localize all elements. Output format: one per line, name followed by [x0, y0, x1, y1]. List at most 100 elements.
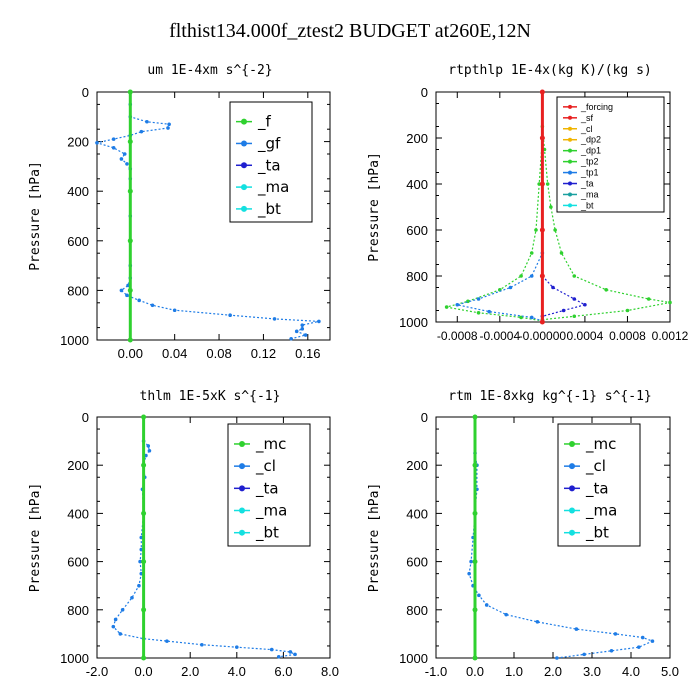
series-point [288, 650, 293, 654]
series-point [141, 414, 147, 420]
series-line [541, 92, 587, 321]
series-point [127, 287, 133, 293]
x-tick-label: 5.0 [661, 664, 679, 679]
series-point [467, 571, 471, 576]
series-point [127, 139, 133, 145]
panel-title: um 1E-4xm s^{-2} [147, 63, 272, 78]
series-point [529, 315, 534, 320]
series-point [119, 288, 124, 293]
x-tick-label: 1.0 [505, 664, 523, 679]
legend: _mc _cl _ta _ma _bt [227, 423, 311, 547]
series-point [141, 559, 147, 565]
series-point [650, 639, 655, 643]
legend: _mc _cl _ta _ma _bt [557, 423, 641, 547]
legend-label: _mc [585, 435, 616, 454]
series-point [640, 635, 645, 640]
series-point [111, 624, 116, 629]
series-point [539, 319, 545, 325]
legend-marker-dot [569, 507, 575, 514]
x-tick-label: 0.0 [135, 664, 153, 679]
series-point [141, 607, 147, 613]
y-tick-label: 200 [67, 458, 89, 473]
series-point [504, 612, 509, 617]
y-tick-label: 400 [67, 184, 89, 199]
series-point [582, 652, 586, 657]
legend-marker-dot [568, 159, 572, 164]
series-point [539, 227, 545, 233]
series-point [561, 308, 566, 313]
series-point [137, 583, 141, 588]
series-point [293, 652, 297, 657]
x-tick-label: 0.0008 [609, 329, 646, 343]
legend-marker-dot [568, 203, 572, 208]
series-point [172, 308, 177, 313]
legend-label: _bt [585, 524, 609, 543]
series-point [519, 274, 523, 278]
legend-marker-dot [239, 507, 245, 514]
legend-label: _bt [580, 200, 594, 210]
series-point [127, 238, 133, 244]
x-tick-label: 6.0 [274, 664, 292, 679]
series-point [130, 595, 134, 600]
series-point [539, 135, 545, 141]
series-point [545, 182, 550, 186]
series-point [472, 559, 478, 565]
series-point [113, 617, 118, 622]
y-axis-label: Pressure [hPa] [367, 152, 382, 262]
y-tick-label: 0 [82, 410, 89, 425]
legend-label: _dp2 [580, 135, 601, 145]
legend: _f _gf _ta _ma _bt [229, 101, 313, 223]
legend-label: _ma [585, 502, 617, 521]
legend-marker-dot [568, 192, 572, 197]
y-tick-label: 800 [406, 603, 428, 618]
series-point [539, 273, 545, 279]
x-tick-label: -0.0004 [479, 329, 520, 343]
y-tick-label: 800 [67, 603, 89, 618]
series-point [118, 632, 123, 636]
legend-label: _ma [255, 502, 287, 521]
series-point [139, 129, 144, 134]
y-axis-label: Pressure [hPa] [28, 483, 43, 593]
y-tick-label: 600 [67, 555, 89, 570]
series-point [572, 297, 577, 301]
legend-label: _ma [257, 178, 289, 197]
legend-marker-dot [241, 162, 247, 169]
series-point [137, 298, 141, 303]
series-point [574, 627, 579, 631]
series-point [484, 603, 489, 607]
x-tick-label: 2.0 [181, 664, 199, 679]
series-point [167, 122, 171, 127]
legend-marker-dot [241, 140, 247, 147]
series-point [147, 448, 152, 453]
plot-frame [96, 416, 331, 659]
legend-marker-dot [239, 463, 245, 470]
legend-label: _sf [580, 113, 594, 123]
series-point [535, 620, 540, 624]
series-point [111, 137, 116, 141]
series-point [141, 462, 147, 468]
y-tick-label: 0 [421, 410, 428, 425]
series-point [200, 642, 204, 647]
legend-label: _gf [257, 134, 281, 153]
x-tick-label: -0.0008 [437, 329, 478, 343]
x-tick-label: 4.0 [622, 664, 640, 679]
series-point [141, 655, 147, 661]
series-point [555, 656, 559, 660]
y-tick-label: 200 [406, 131, 428, 146]
legend-marker-dot [569, 463, 575, 470]
legend-marker-dot [568, 126, 572, 131]
y-tick-label: 800 [406, 269, 428, 284]
plot-frame [96, 91, 331, 341]
panel-2: rtpthlp 1E-4x(kg K)/(kg s) Pressure [hPa]… [367, 63, 689, 343]
legend-label: _bt [255, 524, 279, 543]
y-tick-label: 400 [406, 506, 428, 521]
x-tick-label: 4.0 [228, 664, 246, 679]
legend-label: _ma [580, 189, 599, 199]
legend-marker-dot [568, 104, 572, 109]
legend-marker-dot [241, 184, 247, 191]
legend-marker-dot [569, 529, 575, 536]
y-tick-label: 1000 [60, 651, 89, 666]
series-point [472, 462, 478, 468]
legend: _forcing_sf_cl_dp2_dp1_tp2_tp1_ta_ma_bt [556, 96, 665, 213]
series-point [583, 302, 587, 307]
